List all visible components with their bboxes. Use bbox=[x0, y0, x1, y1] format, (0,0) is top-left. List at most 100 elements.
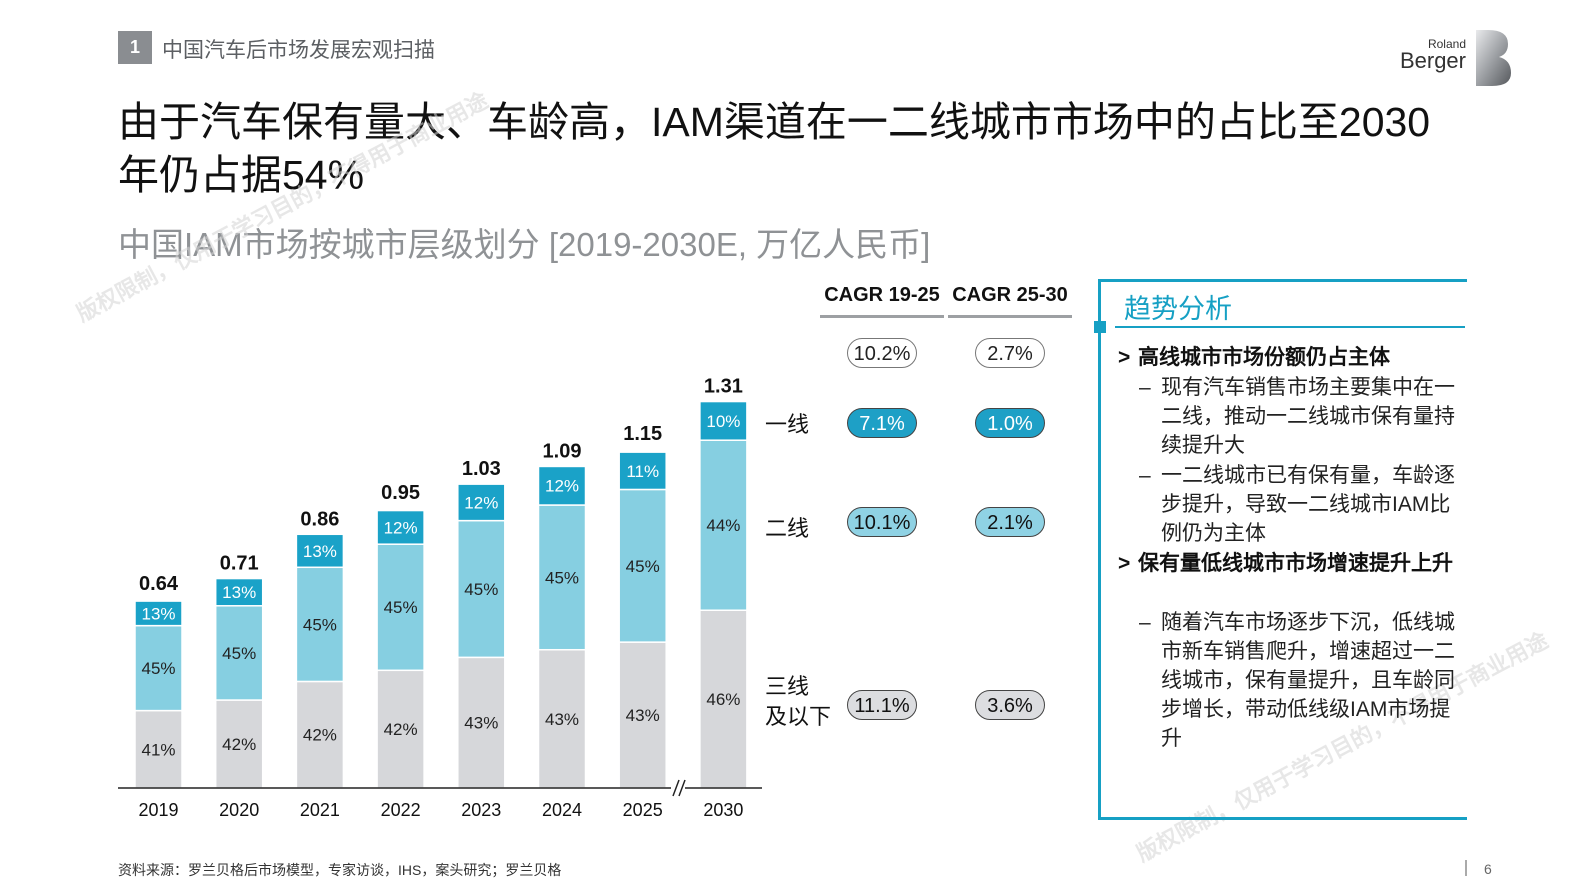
bar-segment-tier2 bbox=[376, 543, 425, 672]
axis-break-marker bbox=[671, 779, 686, 797]
x-tick-label: 2020 bbox=[219, 800, 259, 820]
bar-segment-tier2 bbox=[134, 624, 183, 712]
trend-bullet-1-text: 高线城市市场份额仍占主体 bbox=[1138, 346, 1390, 369]
sub-bullet-marker: – bbox=[1139, 376, 1151, 399]
cagr-tier1-19-25: 7.1% bbox=[847, 408, 917, 438]
bar-segment-tier1 bbox=[376, 509, 425, 545]
trend-bullet-1-sub-1-text: 现有汽车销售市场主要集中在一二线，推动一二线城市保有量持续提升大 bbox=[1161, 376, 1455, 457]
bar-total-label: 1.03 bbox=[462, 458, 501, 480]
tier-label-tier3-line2: 及以下 bbox=[765, 704, 832, 729]
chart-subtitle: 中国IAM市场按城市层级划分 [2019-2030E, 万亿人民币] bbox=[118, 226, 931, 263]
bar-segment-tier1 bbox=[699, 400, 748, 441]
segment-share-label: 11% bbox=[626, 462, 659, 481]
bar-total-label: 1.15 bbox=[623, 423, 662, 445]
trend-bullet-1-sub-2: – 一二线城市已有保有量，车龄逐步提升，导致一二线城市IAM比例仍为主体 bbox=[1139, 461, 1459, 548]
bar-segment-tier3 bbox=[699, 609, 748, 789]
cagr-tier3-25-30: 3.6% bbox=[975, 690, 1045, 720]
segment-share-label: 12% bbox=[464, 493, 498, 512]
bullet-marker: > bbox=[1118, 346, 1131, 369]
segment-share-label: 12% bbox=[545, 477, 579, 496]
x-tick-label: 2021 bbox=[300, 800, 340, 820]
cagr-header-19-25: CAGR 19-25 bbox=[824, 284, 940, 306]
cagr-header-25-30: CAGR 25-30 bbox=[952, 284, 1068, 306]
segment-share-label: 12% bbox=[384, 518, 418, 537]
bar-segment-tier2 bbox=[537, 504, 587, 651]
source-note: 资料来源：罗兰贝格后市场模型，专家访谈，IHS，案头研究；罗兰贝格 bbox=[118, 862, 562, 878]
bar-segment-tier1 bbox=[214, 577, 264, 607]
page-title: 由于汽车保有量大、车龄高，IAM渠道在一二线城市市场中的占比至2030年仍占据5… bbox=[118, 99, 1431, 198]
section-title: 中国汽车后市场发展宏观扫描 bbox=[162, 39, 435, 62]
segment-share-label: 45% bbox=[545, 568, 579, 587]
segment-share-label: 13% bbox=[222, 583, 256, 602]
x-tick-label: 2019 bbox=[138, 800, 178, 820]
tier-label-tier3-line1: 三线 bbox=[765, 674, 810, 699]
tier-label-tier1: 一线 bbox=[765, 412, 810, 437]
segment-share-label: 42% bbox=[384, 720, 418, 739]
bar-segment-tier3 bbox=[537, 648, 587, 789]
segment-share-label: 43% bbox=[545, 710, 579, 729]
cagr-total-25-30: 2.7% bbox=[975, 338, 1045, 368]
bar-total-label: 0.86 bbox=[300, 508, 339, 530]
trend-analysis-panel bbox=[1098, 279, 1467, 820]
bar-segment-tier1 bbox=[457, 483, 506, 522]
logo-text-big: Berger bbox=[1400, 48, 1466, 73]
tier-label-tier2: 二线 bbox=[765, 516, 810, 541]
segment-share-label: 45% bbox=[222, 644, 256, 663]
panel-title-underline bbox=[1115, 326, 1465, 328]
segment-share-label: 44% bbox=[706, 516, 740, 535]
segment-share-label: 41% bbox=[141, 740, 175, 759]
trend-bullet-2: > 保有量低线城市市场增速提升上升 bbox=[1118, 549, 1463, 578]
panel-title: 趋势分析 bbox=[1124, 294, 1232, 324]
trend-bullet-2-sub-1-text: 随着汽车市场逐步下沉，低线城市新车销售爬升，增速超过一二线城市，保有量提升，且车… bbox=[1161, 611, 1455, 750]
segment-share-label: 46% bbox=[706, 690, 740, 709]
trend-bullet-1-sub-2-text: 一二线城市已有保有量，车龄逐步提升，导致一二线城市IAM比例仍为主体 bbox=[1161, 464, 1455, 545]
bar-total-label: 0.71 bbox=[220, 553, 259, 575]
bar-segment-tier3 bbox=[295, 680, 345, 789]
x-tick-label: 2025 bbox=[623, 800, 663, 820]
bar-total-label: 1.31 bbox=[704, 376, 743, 398]
page-number: 6 bbox=[1484, 861, 1492, 877]
logo-text-small: Roland bbox=[1428, 37, 1466, 51]
stacked-bar-chart: 41% 45% 13% 0.64 2019 42% 45% 13% 0.71 2020 42% 45%… bbox=[118, 376, 762, 820]
x-tick-label: 2024 bbox=[542, 800, 582, 820]
segment-share-label: 43% bbox=[626, 706, 660, 725]
bar-total-label: 1.09 bbox=[543, 440, 582, 462]
sub-bullet-marker: – bbox=[1139, 464, 1151, 487]
roland-berger-logo: Roland Berger bbox=[1380, 28, 1515, 88]
segment-share-label: 45% bbox=[303, 615, 337, 634]
bar-segment-tier2 bbox=[457, 519, 506, 659]
cagr-tier1-25-30: 1.0% bbox=[975, 408, 1045, 438]
segment-share-label: 13% bbox=[303, 542, 337, 561]
x-tick-label: 2023 bbox=[461, 800, 501, 820]
x-tick-label: 2030 bbox=[703, 800, 743, 820]
bar-segment-tier1 bbox=[295, 533, 345, 569]
bullet-marker: > bbox=[1118, 552, 1131, 575]
segment-share-label: 45% bbox=[141, 659, 175, 678]
x-tick-label: 2022 bbox=[381, 800, 421, 820]
cagr-header-underline bbox=[820, 315, 944, 318]
bar-total-label: 0.64 bbox=[139, 573, 179, 595]
segment-share-label: 45% bbox=[626, 557, 660, 576]
segment-share-label: 42% bbox=[222, 735, 256, 754]
bar-segment-tier2 bbox=[295, 566, 345, 683]
cagr-header-underline bbox=[948, 315, 1072, 318]
bar-total-label: 0.95 bbox=[381, 482, 420, 504]
section-number: 1 bbox=[118, 31, 152, 64]
bar-segment-tier1 bbox=[618, 451, 667, 491]
segment-share-label: 10% bbox=[706, 412, 740, 431]
segment-share-label: 45% bbox=[464, 580, 498, 599]
cagr-tier2-25-30: 2.1% bbox=[975, 507, 1045, 537]
bar-segment-tier3 bbox=[214, 699, 264, 789]
trend-bullet-1: > 高线城市市场份额仍占主体 bbox=[1118, 343, 1463, 372]
trend-bullet-2-sub-1: – 随着汽车市场逐步下沉，低线城市新车销售爬升，增速超过一二线城市，保有量提升，… bbox=[1139, 608, 1459, 753]
panel-marker bbox=[1094, 321, 1106, 333]
page-number-divider bbox=[1465, 860, 1467, 876]
trend-bullet-2-text: 保有量低线城市市场增速提升上升 bbox=[1138, 552, 1453, 575]
bar-segment-tier2 bbox=[699, 439, 748, 611]
bar-segment-tier1 bbox=[134, 600, 183, 627]
cagr-total-19-25: 10.2% bbox=[847, 338, 917, 368]
trend-bullet-1-sub-1: – 现有汽车销售市场主要集中在一二线，推动一二线城市保有量持续提升大 bbox=[1139, 373, 1459, 460]
segment-share-label: 45% bbox=[384, 598, 418, 617]
bar-segment-tier2 bbox=[618, 488, 667, 643]
bar-segment-tier1 bbox=[537, 465, 587, 506]
